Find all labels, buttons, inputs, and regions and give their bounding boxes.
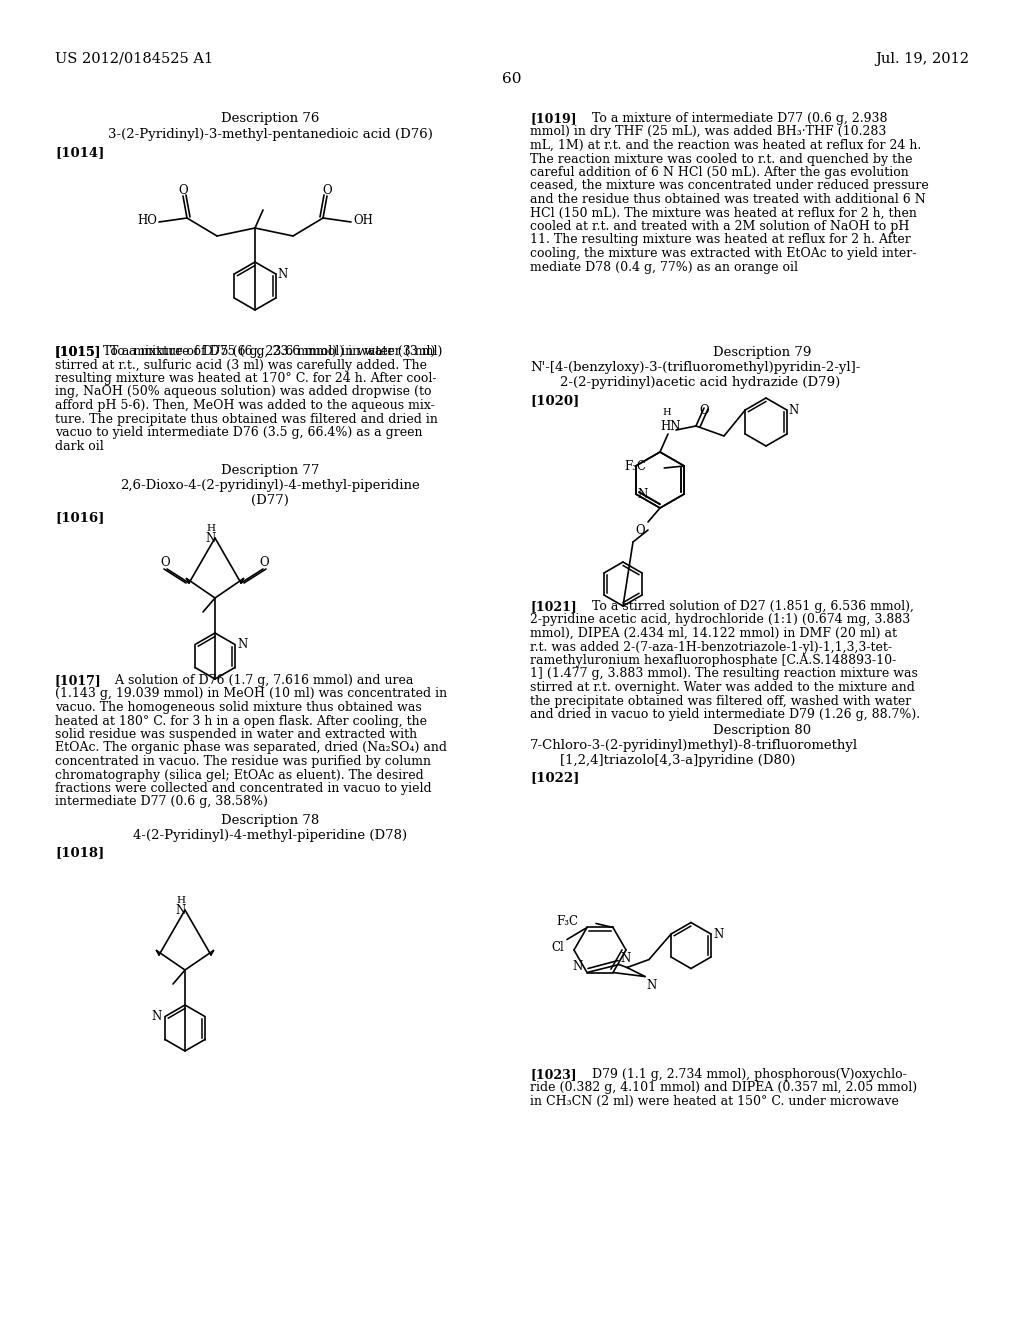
Text: vacuo to yield intermediate D76 (3.5 g, 66.4%) as a green: vacuo to yield intermediate D76 (3.5 g, … [55,426,423,440]
Text: O: O [160,556,170,569]
Text: concentrated in vacuo. The residue was purified by column: concentrated in vacuo. The residue was p… [55,755,431,768]
Text: D79 (1.1 g, 2.734 mmol), phosphorous(V)oxychlo-: D79 (1.1 g, 2.734 mmol), phosphorous(V)o… [580,1068,906,1081]
Text: ceased, the mixture was concentrated under reduced pressure: ceased, the mixture was concentrated und… [530,180,929,193]
Text: Description 80: Description 80 [713,723,811,737]
Text: To a mixture of D75 (6 g, 23.6 mmol) in water (3 ml): To a mixture of D75 (6 g, 23.6 mmol) in … [103,345,435,358]
Text: O: O [323,183,332,197]
Text: [1020]: [1020] [530,393,580,407]
Text: solid residue was suspended in water and extracted with: solid residue was suspended in water and… [55,729,417,741]
Text: N: N [646,978,656,991]
Text: stirred at r.t., sulfuric acid (3 ml) was carefully added. The: stirred at r.t., sulfuric acid (3 ml) wa… [55,359,427,371]
Text: N: N [572,960,583,973]
Text: [1015]: [1015] [55,345,101,358]
Text: [1016]: [1016] [55,511,104,524]
Text: H: H [663,408,672,417]
Text: N: N [237,639,247,652]
Text: To a mixture of D75 (6 g, 23.6 mmol) in water (3 ml): To a mixture of D75 (6 g, 23.6 mmol) in … [110,345,442,358]
Text: To a mixture of intermediate D77 (0.6 g, 2.938: To a mixture of intermediate D77 (0.6 g,… [580,112,888,125]
Text: [1015]: [1015] [55,345,101,358]
Text: 1] (1.477 g, 3.883 mmol). The resulting reaction mixture was: 1] (1.477 g, 3.883 mmol). The resulting … [530,668,918,681]
Text: O: O [178,183,187,197]
Text: vacuo. The homogeneous solid mixture thus obtained was: vacuo. The homogeneous solid mixture thu… [55,701,422,714]
Text: N: N [206,532,216,545]
Text: N: N [176,904,186,917]
Text: dark oil: dark oil [55,440,103,453]
Text: O: O [699,404,709,417]
Text: Description 77: Description 77 [221,465,319,477]
Text: ride (0.382 g, 4.101 mmol) and DIPEA (0.357 ml, 2.05 mmol): ride (0.382 g, 4.101 mmol) and DIPEA (0.… [530,1081,918,1094]
Text: [1,2,4]triazolo[4,3-a]pyridine (D80): [1,2,4]triazolo[4,3-a]pyridine (D80) [560,754,796,767]
Text: r.t. was added 2-(7-aza-1H-benzotriazole-1-yl)-1,1,3,3-tet-: r.t. was added 2-(7-aza-1H-benzotriazole… [530,640,892,653]
Text: [1019]: [1019] [530,112,577,125]
Text: cooled at r.t. and treated with a 2M solution of NaOH to pH: cooled at r.t. and treated with a 2M sol… [530,220,909,234]
Text: (1.143 g, 19.039 mmol) in MeOH (10 ml) was concentrated in: (1.143 g, 19.039 mmol) in MeOH (10 ml) w… [55,688,447,701]
Text: Jul. 19, 2012: Jul. 19, 2012 [874,51,969,66]
Text: N: N [788,404,799,417]
Text: O: O [635,524,645,537]
Text: ramethyluronium hexafluorophosphate [C.A.S.148893-10-: ramethyluronium hexafluorophosphate [C.A… [530,653,896,667]
Text: fractions were collected and concentrated in vacuo to yield: fractions were collected and concentrate… [55,781,432,795]
Text: the precipitate obtained was filtered off, washed with water: the precipitate obtained was filtered of… [530,694,911,708]
Text: The reaction mixture was cooled to r.t. and quenched by the: The reaction mixture was cooled to r.t. … [530,153,912,165]
Text: [1021]: [1021] [530,601,577,612]
Text: 2,6-Dioxo-4-(2-pyridinyl)-4-methyl-piperidine: 2,6-Dioxo-4-(2-pyridinyl)-4-methyl-piper… [120,479,420,492]
Text: chromatography (silica gel; EtOAc as eluent). The desired: chromatography (silica gel; EtOAc as elu… [55,768,424,781]
Text: afford pH 5-6). Then, MeOH was added to the aqueous mix-: afford pH 5-6). Then, MeOH was added to … [55,399,435,412]
Text: (D77): (D77) [251,494,289,507]
Text: N: N [278,268,288,281]
Text: 3-(2-Pyridinyl)-3-methyl-pentanedioic acid (D76): 3-(2-Pyridinyl)-3-methyl-pentanedioic ac… [108,128,432,141]
Text: H: H [176,896,185,906]
Text: [1018]: [1018] [55,846,104,859]
Text: cooling, the mixture was extracted with EtOAc to yield inter-: cooling, the mixture was extracted with … [530,247,916,260]
Text: H: H [207,524,215,533]
Text: N: N [638,488,648,502]
Text: 11. The resulting mixture was heated at reflux for 2 h. After: 11. The resulting mixture was heated at … [530,234,910,247]
Text: 2-(2-pyridinyl)acetic acid hydrazide (D79): 2-(2-pyridinyl)acetic acid hydrazide (D7… [560,376,841,389]
Text: N: N [620,952,630,965]
Text: HCl (150 mL). The mixture was heated at reflux for 2 h, then: HCl (150 mL). The mixture was heated at … [530,206,916,219]
Text: A solution of D76 (1.7 g, 7.616 mmol) and urea: A solution of D76 (1.7 g, 7.616 mmol) an… [103,675,414,686]
Text: mL, 1M) at r.t. and the reaction was heated at reflux for 24 h.: mL, 1M) at r.t. and the reaction was hea… [530,139,922,152]
Text: To a stirred solution of D27 (1.851 g, 6.536 mmol),: To a stirred solution of D27 (1.851 g, 6… [580,601,913,612]
Text: HO: HO [137,214,157,227]
Text: Description 78: Description 78 [221,814,319,828]
Text: US 2012/0184525 A1: US 2012/0184525 A1 [55,51,213,66]
Text: Cl: Cl [551,941,564,954]
Text: 2-pyridine acetic acid, hydrochloride (1:1) (0.674 mg, 3.883: 2-pyridine acetic acid, hydrochloride (1… [530,614,910,627]
Text: [1017]: [1017] [55,675,101,686]
Text: O: O [259,556,268,569]
Text: 60: 60 [502,73,522,86]
Text: F₃C: F₃C [625,459,646,473]
Text: mmol) in dry THF (25 mL), was added BH₃·THF (10.283: mmol) in dry THF (25 mL), was added BH₃·… [530,125,887,139]
Text: N: N [713,928,723,941]
Text: [1014]: [1014] [55,147,104,158]
Text: ing, NaOH (50% aqueous solution) was added dropwise (to: ing, NaOH (50% aqueous solution) was add… [55,385,431,399]
Text: HN: HN [660,420,681,433]
Text: Description 79: Description 79 [713,346,811,359]
Text: heated at 180° C. for 3 h in a open flask. After cooling, the: heated at 180° C. for 3 h in a open flas… [55,714,427,727]
Text: resulting mixture was heated at 170° C. for 24 h. After cool-: resulting mixture was heated at 170° C. … [55,372,436,385]
Text: N'-[4-(benzyloxy)-3-(trifluoromethyl)pyridin-2-yl]-: N'-[4-(benzyloxy)-3-(trifluoromethyl)pyr… [530,360,860,374]
Text: stirred at r.t. overnight. Water was added to the mixture and: stirred at r.t. overnight. Water was add… [530,681,914,694]
Text: N: N [152,1011,162,1023]
Text: [1023]: [1023] [530,1068,577,1081]
Text: careful addition of 6 N HCl (50 mL). After the gas evolution: careful addition of 6 N HCl (50 mL). Aft… [530,166,908,180]
Text: [1022]: [1022] [530,771,580,784]
Text: 4-(2-Pyridinyl)-4-methyl-piperidine (D78): 4-(2-Pyridinyl)-4-methyl-piperidine (D78… [133,829,408,842]
Text: EtOAc. The organic phase was separated, dried (Na₂SO₄) and: EtOAc. The organic phase was separated, … [55,742,447,755]
Text: and dried in vacuo to yield intermediate D79 (1.26 g, 88.7%).: and dried in vacuo to yield intermediate… [530,708,921,721]
Text: Description 76: Description 76 [221,112,319,125]
Text: ture. The precipitate thus obtained was filtered and dried in: ture. The precipitate thus obtained was … [55,412,438,425]
Text: and the residue thus obtained was treated with additional 6 N: and the residue thus obtained was treate… [530,193,926,206]
Text: 7-Chloro-3-(2-pyridinyl)methyl)-8-trifluoromethyl: 7-Chloro-3-(2-pyridinyl)methyl)-8-triflu… [530,739,858,752]
Text: in CH₃CN (2 ml) were heated at 150° C. under microwave: in CH₃CN (2 ml) were heated at 150° C. u… [530,1096,899,1107]
Text: intermediate D77 (0.6 g, 38.58%): intermediate D77 (0.6 g, 38.58%) [55,796,268,808]
Text: mediate D78 (0.4 g, 77%) as an orange oil: mediate D78 (0.4 g, 77%) as an orange oi… [530,260,798,273]
Text: F₃C: F₃C [556,916,578,928]
Text: OH: OH [353,214,373,227]
Text: mmol), DIPEA (2.434 ml, 14.122 mmol) in DMF (20 ml) at: mmol), DIPEA (2.434 ml, 14.122 mmol) in … [530,627,897,640]
